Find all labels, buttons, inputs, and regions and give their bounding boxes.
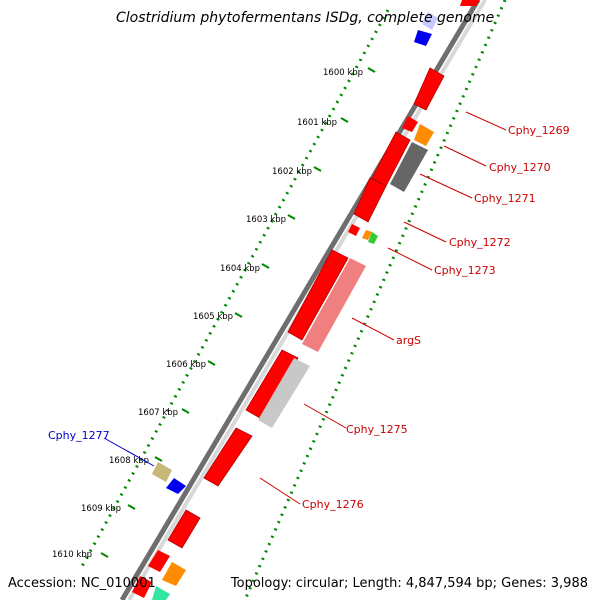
gene-label-cphy-1275: Cphy_1275 [346,423,408,436]
gene-label-cphy-1273: Cphy_1273 [434,264,496,277]
map-title: Clostridium phytofermentans ISDg, comple… [116,10,494,26]
gene-label-cphy-1270: Cphy_1270 [489,161,551,174]
gene-cphy-1273-b [368,232,378,244]
feature-blue-top [414,30,432,46]
leader-line-cphy-1277 [103,437,155,467]
gene-red-long [287,249,349,341]
gene-features [132,0,480,600]
accession-text: Accession: NC_010001 [8,576,156,591]
topology-summary: Topology: circular; Length: 4,847,594 bp… [230,576,588,591]
gene-cphy-1276 [203,427,253,487]
gene-label-cphy-1277: Cphy_1277 [48,429,110,442]
kbp-label-1603: 1603 kbp [246,215,286,225]
gene-cphy-1277-b [166,478,186,494]
gene-args [302,258,366,352]
feature-lavender [422,12,438,30]
inner-dotted-ring [243,0,507,600]
gene-cphy-1269 [413,67,445,111]
kbp-label-1608: 1608 kbp [109,456,149,466]
gene-label-cphy-1276: Cphy_1276 [302,498,364,511]
gene-cphy-1275 [258,358,310,428]
kbp-label-1610: 1610 kbp [52,550,92,560]
gene-cphy-1272 [353,177,387,223]
kbp-label-1601: 1601 kbp [297,118,337,128]
gene-cphy-1273-a [362,230,372,240]
gene-label-cphy-1269: Cphy_1269 [508,124,570,137]
ruler-labels: 1600 kbp 1601 kbp 1602 kbp 1603 kbp 1604… [52,68,363,560]
gene-cphy-1271 [390,142,428,192]
kbp-label-1606: 1606 kbp [166,360,206,370]
gene-cphy-1270 [414,124,434,146]
gene-label-cphy-1271: Cphy_1271 [474,192,536,205]
kbp-label-1605: 1605 kbp [193,312,233,322]
kbp-label-1602: 1602 kbp [272,167,312,177]
gene-cphy-1277-a [152,462,172,482]
kbp-label-1607: 1607 kbp [138,408,178,418]
kbp-label-1609: 1609 kbp [81,504,121,514]
gene-small-red [402,116,418,132]
gene-label-group: Cphy_1269 Cphy_1270 Cphy_1271 Cphy_1272 … [48,124,570,511]
leader-lines [259,111,507,505]
ruler-ticks [100,67,376,558]
kbp-label-1600: 1600 kbp [323,68,363,78]
gene-label-cphy-1272: Cphy_1272 [449,236,511,249]
kbp-label-1604: 1604 kbp [220,264,260,274]
gene-label-args: argS [396,334,421,347]
